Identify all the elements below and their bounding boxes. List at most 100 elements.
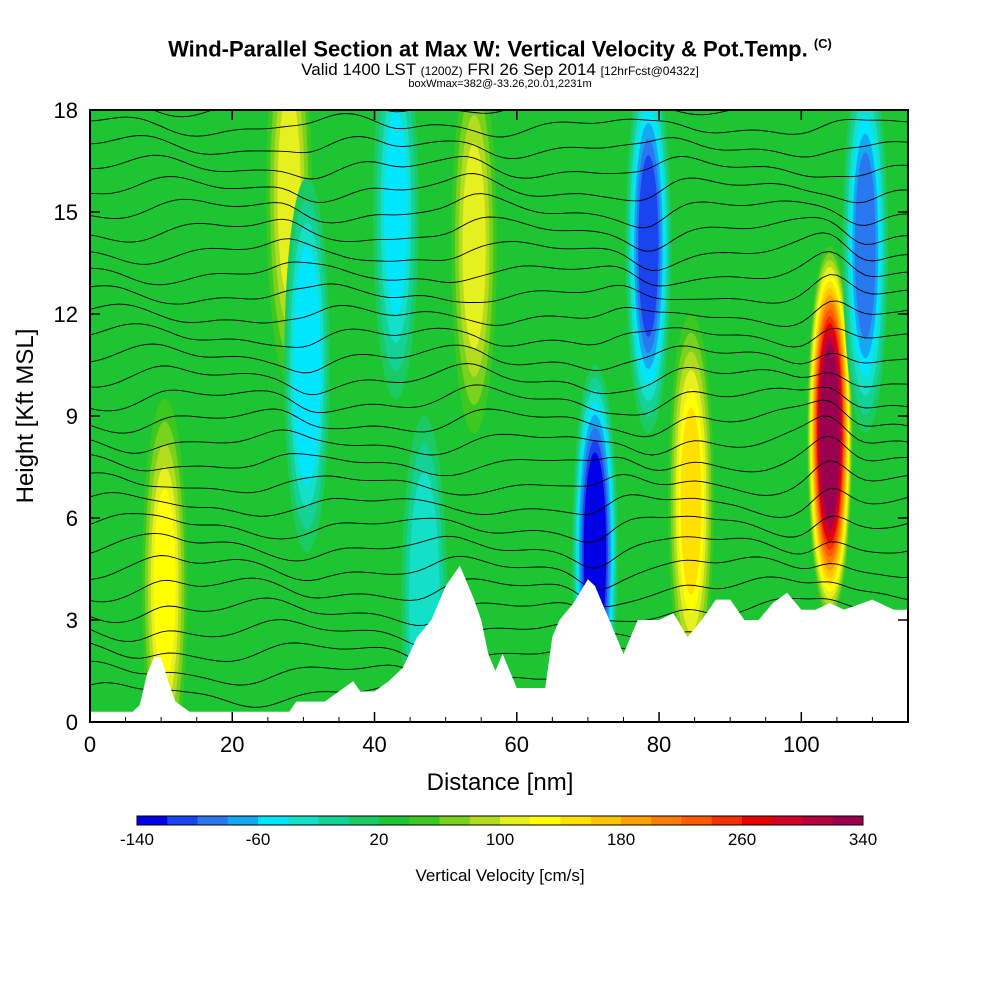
colorbar-swatch xyxy=(258,816,289,825)
w-feature xyxy=(842,110,889,433)
colorbar-tick-label: 180 xyxy=(607,830,635,849)
theta-contour xyxy=(90,555,908,590)
colorbar-swatch xyxy=(227,816,259,825)
colorbar-tick-label: -140 xyxy=(120,830,154,849)
colorbar-tick-label: -60 xyxy=(246,830,271,849)
colorbar-tick-label: 20 xyxy=(370,830,389,849)
x-tick-label: 80 xyxy=(647,732,671,757)
theta-contour xyxy=(90,113,908,138)
theta-contour xyxy=(90,173,908,204)
theta-contour xyxy=(90,323,908,348)
theta-contour xyxy=(90,154,908,180)
plot-area xyxy=(90,110,908,722)
w-feature xyxy=(668,314,714,688)
y-tick-label: 6 xyxy=(66,506,78,531)
w-feature xyxy=(625,110,672,433)
colorbar-label: Vertical Velocity [cm/s] xyxy=(415,866,584,885)
chart-title-tag: (C) xyxy=(813,36,832,51)
colorbar-swatch xyxy=(802,816,834,825)
w-feature-band xyxy=(153,488,176,684)
colorbar-swatch xyxy=(439,816,471,825)
colorbar-swatch xyxy=(621,816,652,825)
colorbar-swatch xyxy=(681,816,713,825)
colorbar-swatch xyxy=(409,816,440,825)
colorbar-swatch xyxy=(379,816,410,825)
w-feature xyxy=(373,110,419,399)
w-feature-band xyxy=(820,351,839,515)
terrain-mask xyxy=(90,565,908,722)
y-tick-label: 0 xyxy=(66,710,78,735)
subtitle-date: FRI 26 Sep 2014 xyxy=(467,60,596,79)
y-tick-label: 12 xyxy=(54,302,78,327)
theta-contour xyxy=(90,384,908,416)
colorbar-tick-label: 340 xyxy=(849,830,877,849)
theta-contour xyxy=(90,460,908,496)
w-feature xyxy=(806,246,853,620)
colorbar-swatch xyxy=(590,816,622,825)
colorbar-swatch xyxy=(167,816,198,825)
theta-contour xyxy=(90,513,908,544)
x-tick-label: 0 xyxy=(84,732,96,757)
colorbar-swatch xyxy=(348,816,380,825)
w-feature xyxy=(451,110,497,433)
w-feature xyxy=(141,399,188,722)
theta-contour xyxy=(90,232,908,271)
theta-contour xyxy=(90,193,908,229)
theta-contour xyxy=(90,216,908,252)
theta-contour xyxy=(90,399,908,438)
theta-contour xyxy=(152,110,788,118)
x-tick-label: 60 xyxy=(505,732,529,757)
colorbar-swatch xyxy=(137,816,168,825)
colorbar-swatch xyxy=(469,816,501,825)
theta-contour xyxy=(90,343,908,374)
theta-contour xyxy=(90,435,908,477)
chart-subtitle-box: boxWmax=382@-33.26,20.01,2231m xyxy=(408,78,592,90)
axes: 0 20 40 60 80 100 0 3 6 9 12 15 18 xyxy=(54,98,909,757)
chart-subtitle: Valid 1400 LST (1200Z) FRI 26 Sep 2014 [… xyxy=(0,60,1000,80)
theta-contour xyxy=(90,274,908,305)
w-feature-band xyxy=(462,143,486,349)
w-feature-band xyxy=(854,152,876,340)
colorbar-swatch xyxy=(560,816,592,825)
theta-contour xyxy=(90,532,908,569)
x-tick-label: 20 xyxy=(220,732,244,757)
colorbar-swatch xyxy=(772,816,803,825)
colorbar-swatch xyxy=(288,816,319,825)
y-tick-label: 18 xyxy=(54,98,78,123)
w-feature xyxy=(284,178,330,552)
x-axis-label: Distance [nm] xyxy=(427,769,574,796)
theta-contour xyxy=(90,251,908,287)
colorbar-swatch xyxy=(500,816,531,825)
x-tick-label: 40 xyxy=(362,732,386,757)
colorbar: -140 -60 20 100 180 260 340 xyxy=(120,815,877,849)
theta-contour xyxy=(90,488,908,518)
colorbar-swatch xyxy=(530,816,561,825)
theta-contour xyxy=(90,135,908,160)
chart-title-text: Wind-Parallel Section at Max W: Vertical… xyxy=(168,36,808,62)
y-tick-label: 9 xyxy=(66,404,78,429)
colorbar-swatch xyxy=(711,816,743,825)
theta-contour xyxy=(90,576,908,608)
theta-contour xyxy=(90,597,908,626)
colorbar-swatch xyxy=(742,816,773,825)
w-feature-band xyxy=(680,407,702,595)
y-tick-label: 15 xyxy=(54,200,78,225)
colorbar-swatch xyxy=(651,816,682,825)
colorbar-swatch xyxy=(832,816,864,825)
colorbar-tick-label: 100 xyxy=(486,830,514,849)
w-feature-band xyxy=(638,155,659,337)
subtitle-forecast: [12hrFcst@0432z] xyxy=(600,64,699,78)
w-feature-band xyxy=(384,110,408,315)
theta-contour xyxy=(90,415,908,456)
theta-contour xyxy=(90,363,908,396)
subtitle-valid: Valid 1400 LST xyxy=(301,60,416,79)
w-feature-band xyxy=(296,267,318,463)
colorbar-swatch xyxy=(197,816,229,825)
y-tick-label: 3 xyxy=(66,608,78,633)
y-axis-label: Height [Kft MSL] xyxy=(12,329,39,504)
colorbar-tick-label: 260 xyxy=(728,830,756,849)
theta-contour xyxy=(90,300,908,327)
x-tick-label: 100 xyxy=(783,732,820,757)
colorbar-swatch xyxy=(318,816,350,825)
